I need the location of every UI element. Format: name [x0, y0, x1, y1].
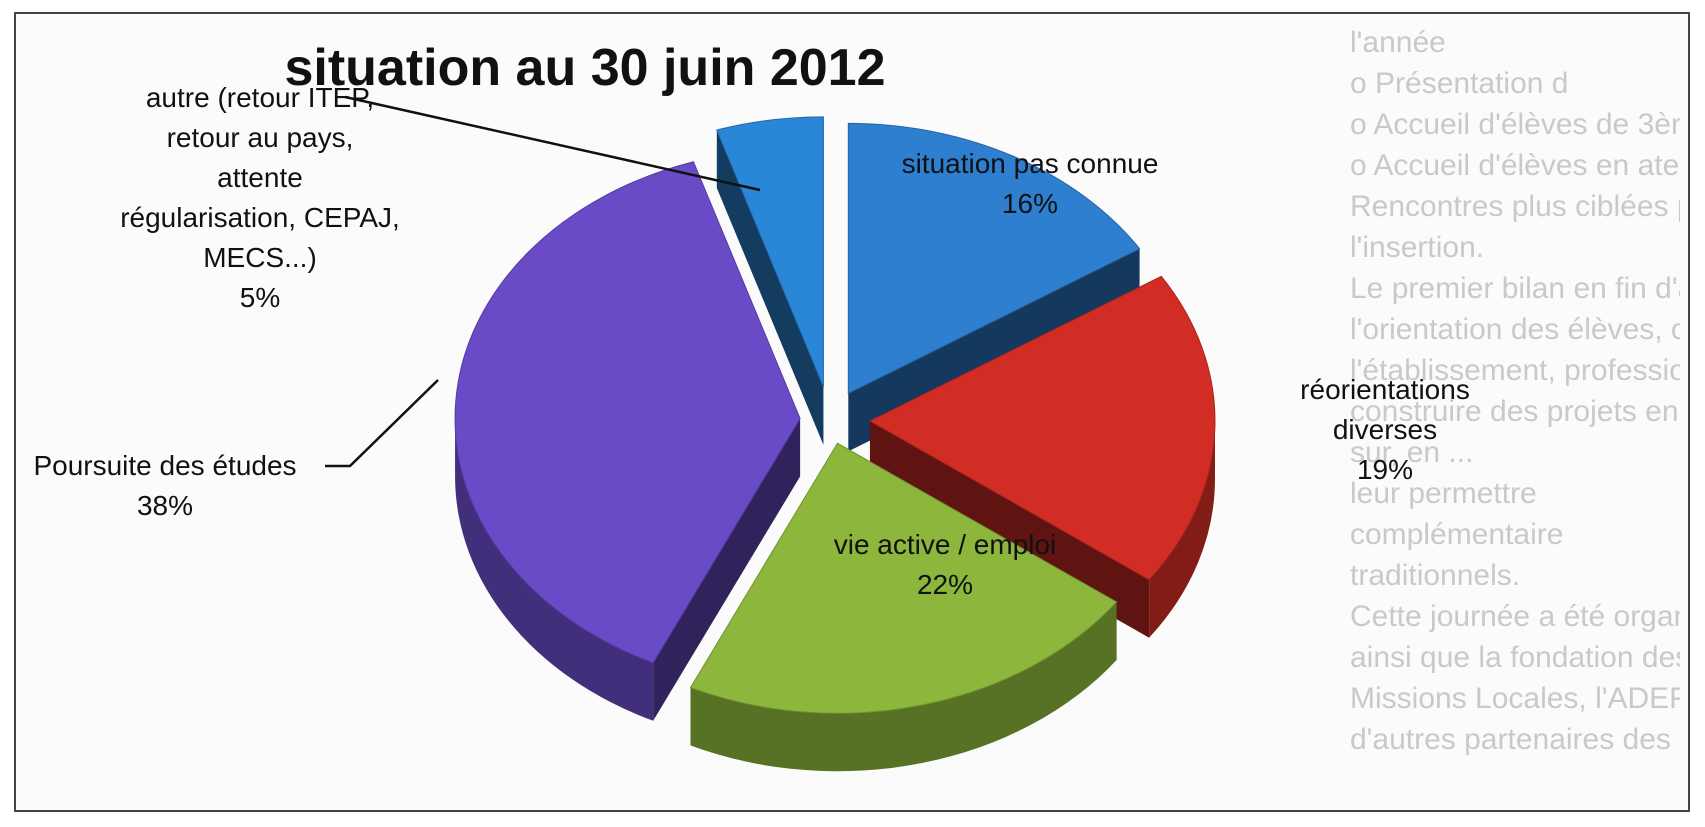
background-text-line: d'autres partenaires des métiers — [1350, 723, 1680, 756]
background-text-line: Cette journée a été organisée en partena… — [1350, 600, 1680, 633]
label-situation-pas-connue: situation pas connue 16% — [880, 144, 1180, 224]
background-text-line: o Présentation d — [1350, 67, 1569, 100]
pie-slice-rim — [690, 601, 1117, 772]
leader-line-autre — [344, 95, 761, 192]
label-poursuite: Poursuite des études 38% — [20, 446, 310, 526]
slice-label-name: retour au pays, — [166, 122, 354, 153]
slice-label-value: 5% — [239, 282, 281, 313]
slice-label-name: situation pas connue — [901, 148, 1159, 179]
background-text-line: o Accueil d'élèves de 3ème et 4ème pour … — [1350, 108, 1680, 141]
pie-slice-top — [689, 442, 1118, 714]
background-text-line: Missions Locales, l'ADEF, l'ONISEP, le C… — [1350, 682, 1680, 715]
slice-label-value: 38% — [136, 490, 194, 521]
chart-title: situation au 30 juin 2012 — [284, 39, 886, 97]
slice-label-name: Poursuite des études — [33, 450, 297, 481]
pie-slice-rim — [1149, 421, 1215, 638]
pie-slice-wall — [716, 130, 824, 445]
pie-slice — [689, 442, 1118, 772]
slice-label-name: régularisation, CEPAJ, — [120, 202, 400, 233]
background-text-line: l'établissement, professionnels — [1350, 354, 1680, 387]
pie-slice-top — [454, 161, 801, 664]
label-vie-active: vie active / emploi 22% — [805, 525, 1085, 605]
slice-label-name: réorientations — [1300, 374, 1470, 405]
slice-label-name: autre (retour ITEP, — [145, 82, 375, 113]
background-text-line: o Accueil d'élèves en ateliers de deux à… — [1350, 149, 1680, 182]
label-autre: autre (retour ITEP, retour au pays, atte… — [95, 78, 425, 318]
pie-slice — [716, 116, 824, 445]
background-document-text: l'année o Présentation d o Accueil d'élève… — [1350, 22, 1680, 802]
label-reorientations: réorientations diverses 19% — [1270, 370, 1500, 490]
background-text-line: leur permettre — [1350, 477, 1537, 510]
background-text-line: l'année — [1350, 26, 1446, 59]
slice-label-name: vie active / emploi — [833, 529, 1057, 560]
pie-slice — [454, 161, 801, 721]
pie-slice-rim — [455, 418, 654, 721]
background-text-line: l'insertion. — [1350, 231, 1485, 264]
pie-slice-top — [868, 275, 1216, 581]
slice-label-name: MECS...) — [203, 242, 317, 273]
pie-slice-wall — [653, 418, 801, 721]
background-text-line: sur, en ... — [1350, 436, 1474, 469]
slice-label-value: 16% — [1001, 188, 1059, 219]
background-text-line: traditionnels. — [1350, 559, 1521, 592]
background-text-line: Le premier bilan en fin d'année de l'éla… — [1350, 272, 1680, 305]
leader-line-poursuite — [325, 379, 439, 468]
slice-label-value: 19% — [1356, 454, 1414, 485]
slice-label-name: attente — [217, 162, 303, 193]
pie-slice-top — [847, 122, 1141, 395]
background-text-line: complémentaire — [1350, 518, 1564, 551]
slice-label-name: diverses — [1332, 414, 1438, 445]
background-text-line: l'orientation des élèves, objectifs 2012 — [1350, 313, 1680, 346]
slice-label-value: 22% — [916, 569, 974, 600]
background-text-line: construire des projets en partie — [1350, 395, 1680, 428]
background-text-line: ainsi que la fondation des étudiants — [1350, 641, 1680, 674]
pie-slice-top — [716, 116, 824, 388]
background-text-line: Rencontres plus ciblées pour les personn… — [1350, 190, 1680, 223]
